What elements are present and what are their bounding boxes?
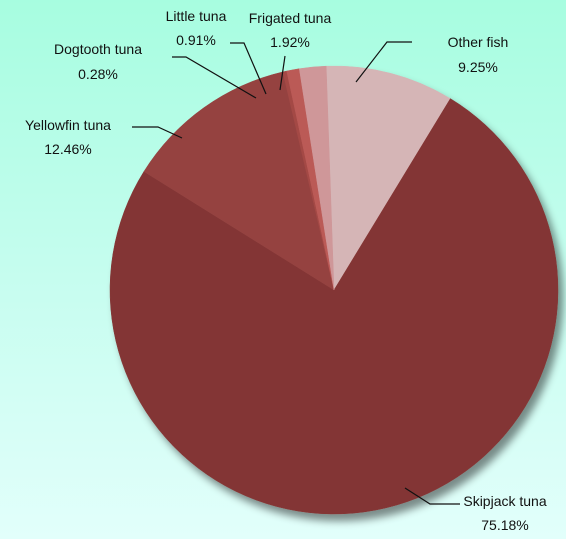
- slice-value-skipjack-tuna: 75.18%: [481, 517, 528, 533]
- leader-line-dogtooth-tuna: [172, 56, 257, 99]
- slice-other-fish: [325, 65, 451, 291]
- slice-skipjack-tuna: [109, 98, 559, 515]
- slice-label-skipjack-tuna: Skipjack tuna: [463, 493, 546, 509]
- leader-line-yellowfin-tuna: [132, 126, 183, 139]
- slice-label-yellowfin-tuna: Yellowfin tuna: [25, 117, 111, 133]
- slice-label-frigated-tuna: Frigated tuna: [249, 10, 332, 26]
- slice-label-dogtooth-tuna: Dogtooth tuna: [54, 41, 142, 57]
- pie-slices: [109, 65, 559, 515]
- slice-value-frigated-tuna: 1.92%: [270, 34, 310, 50]
- slice-label-little-tuna: Little tuna: [166, 8, 227, 24]
- slice-label-other-fish: Other fish: [448, 34, 509, 50]
- slice-value-yellowfin-tuna: 12.46%: [44, 141, 91, 157]
- leader-line-skipjack-tuna: [404, 487, 460, 505]
- leader-line-frigated-tuna: [279, 55, 286, 91]
- slice-labels: Other fish 9.25% Skipjack tuna 75.18% Yellow…: [25, 8, 547, 533]
- leader-line-little-tuna: [230, 42, 267, 95]
- slice-yellowfin-tuna: [143, 71, 335, 291]
- leader-line-other-fish: [355, 41, 412, 83]
- leader-lines: [132, 41, 460, 505]
- slice-value-little-tuna: 0.91%: [176, 32, 216, 48]
- slice-value-other-fish: 9.25%: [458, 59, 498, 75]
- slice-frigated-tuna: [299, 65, 335, 291]
- slice-value-dogtooth-tuna: 0.28%: [78, 66, 118, 82]
